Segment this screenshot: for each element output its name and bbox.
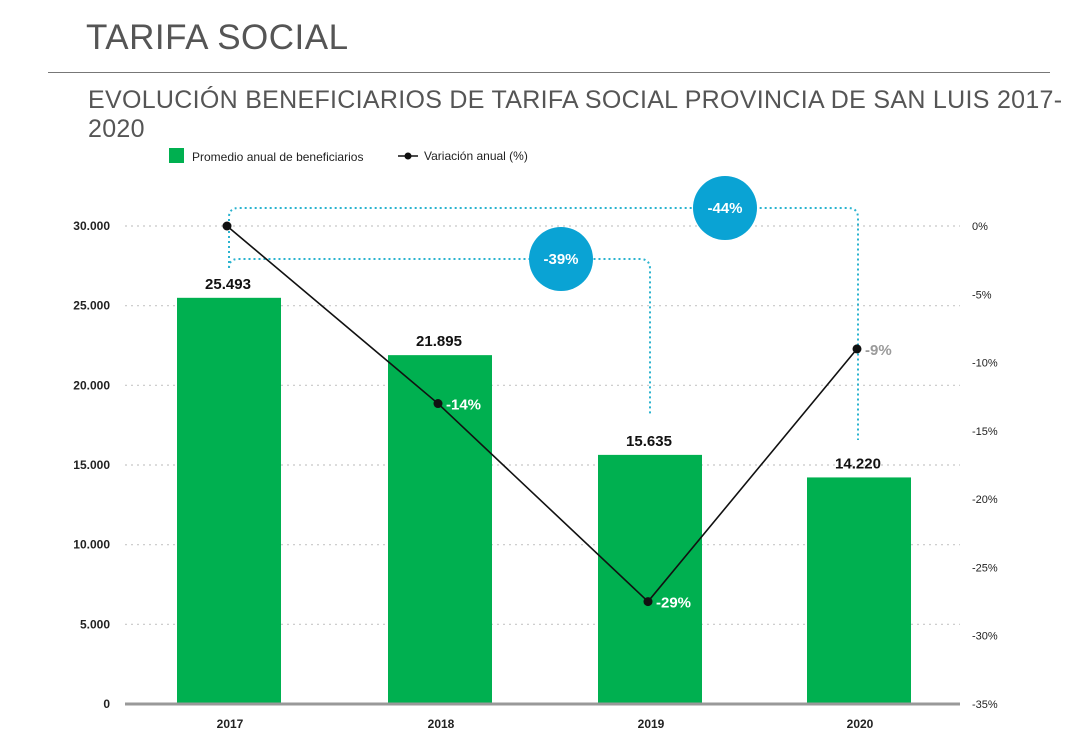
y-right-tick-label: -15% bbox=[972, 426, 998, 438]
line-point bbox=[643, 597, 653, 607]
line-point bbox=[222, 221, 232, 231]
legend-bar-swatch bbox=[169, 148, 184, 163]
bar-value-label: 15.635 bbox=[626, 433, 672, 450]
line-value-label: -29% bbox=[656, 595, 691, 612]
bar-value-label: 21.895 bbox=[416, 333, 462, 350]
y-right-tick-label: 0% bbox=[972, 221, 988, 233]
legend-bar-label: Promedio anual de beneficiarios bbox=[192, 150, 363, 164]
legend-line-marker bbox=[404, 152, 412, 160]
bar bbox=[598, 454, 702, 704]
y-left-tick-label: 10.000 bbox=[73, 538, 110, 552]
chart-legend: Promedio anual de beneficiarios Variación… bbox=[169, 148, 528, 164]
y-left-tick-label: 25.000 bbox=[73, 299, 110, 313]
x-tick-label: 2018 bbox=[428, 717, 455, 731]
y-left-tick-label: 5.000 bbox=[80, 617, 110, 631]
x-tick-label: 2017 bbox=[217, 717, 244, 731]
change-bubble-label: -44% bbox=[707, 200, 742, 217]
change-bubble-label: -39% bbox=[543, 251, 578, 268]
line-series bbox=[222, 221, 862, 607]
chart-axes: 0 5.000 10.000 15.000 20.000 25.000 30.000 0% -5… bbox=[73, 219, 998, 731]
line-point bbox=[852, 344, 862, 354]
y-right-tick-label: -20% bbox=[972, 494, 998, 506]
variation-line bbox=[226, 225, 858, 603]
bar-value-label: 14.220 bbox=[835, 455, 881, 472]
change-bubble bbox=[693, 176, 757, 240]
y-right-tick-label: -30% bbox=[972, 631, 998, 643]
page-title: TARIFA SOCIAL bbox=[86, 18, 349, 57]
bar-value-label: 25.493 bbox=[205, 276, 251, 293]
title-divider bbox=[48, 72, 1050, 73]
x-tick-label: 2020 bbox=[847, 717, 874, 731]
y-right-tick-label: -35% bbox=[972, 699, 998, 711]
line-point bbox=[433, 399, 443, 409]
change-bubble bbox=[529, 227, 593, 291]
y-left-tick-label: 20.000 bbox=[73, 378, 110, 392]
chart-subtitle: EVOLUCIÓN BENEFICIARIOS DE TARIFA SOCIAL… bbox=[88, 86, 1063, 143]
bar-series bbox=[177, 297, 911, 704]
legend-line-label: Variación anual (%) bbox=[424, 149, 528, 163]
line-value-label: -14% bbox=[446, 397, 481, 414]
connector-line bbox=[228, 207, 859, 440]
line-value-label: -9% bbox=[865, 342, 892, 359]
data-labels: 25.493 21.895 15.635 14.220 -14% -29% -9% bbox=[205, 276, 892, 612]
connector-line bbox=[228, 258, 651, 416]
y-left-tick-label: 30.000 bbox=[73, 219, 110, 233]
bar bbox=[177, 297, 281, 704]
x-tick-label: 2019 bbox=[638, 717, 665, 731]
y-right-tick-label: -5% bbox=[972, 289, 992, 301]
comparison-connectors: -39% -44% bbox=[228, 176, 859, 440]
bar bbox=[388, 355, 492, 704]
bar bbox=[807, 477, 911, 704]
y-right-tick-label: -25% bbox=[972, 562, 998, 574]
y-left-tick-label: 15.000 bbox=[73, 458, 110, 472]
y-right-tick-label: -10% bbox=[972, 358, 998, 370]
y-left-tick-label: 0 bbox=[103, 697, 110, 711]
